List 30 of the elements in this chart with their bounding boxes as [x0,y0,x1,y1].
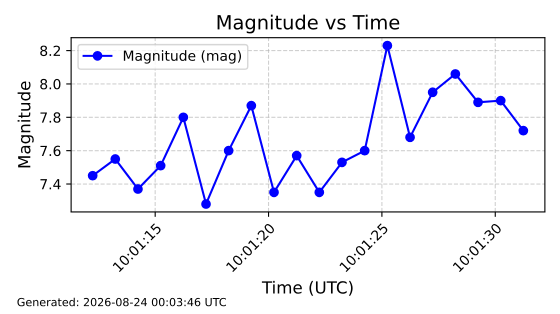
point [178,112,188,122]
point [201,199,211,209]
y-tick-label: 7.8 [40,112,60,123]
point [110,154,120,164]
point [269,187,279,198]
point [133,184,143,194]
point [450,69,460,79]
point [496,96,506,106]
y-tick-label: 8.2 [40,46,60,56]
point [88,170,98,181]
point [292,150,302,161]
y-tick-label: 7.6 [40,146,61,156]
point [382,40,392,50]
point [518,126,528,136]
legend-label: Magnitude (mag) [124,50,242,64]
y-tick-label: 8.0 [40,78,60,90]
point [246,100,256,110]
y-axis-title: Magnitude [18,82,34,168]
text: Generated: 2026-08-24 00:03:46 UTC [17,298,226,306]
point [428,87,438,98]
point [405,132,415,142]
point [360,146,370,156]
point [473,97,483,108]
point [314,187,324,198]
point [224,146,234,156]
chart-title: Magnitude vs Time [218,14,400,34]
point [156,160,166,171]
y-tick-label: 7.4 [40,179,61,190]
x-axis-title: Time (UTC) [262,280,353,296]
point [337,157,347,168]
